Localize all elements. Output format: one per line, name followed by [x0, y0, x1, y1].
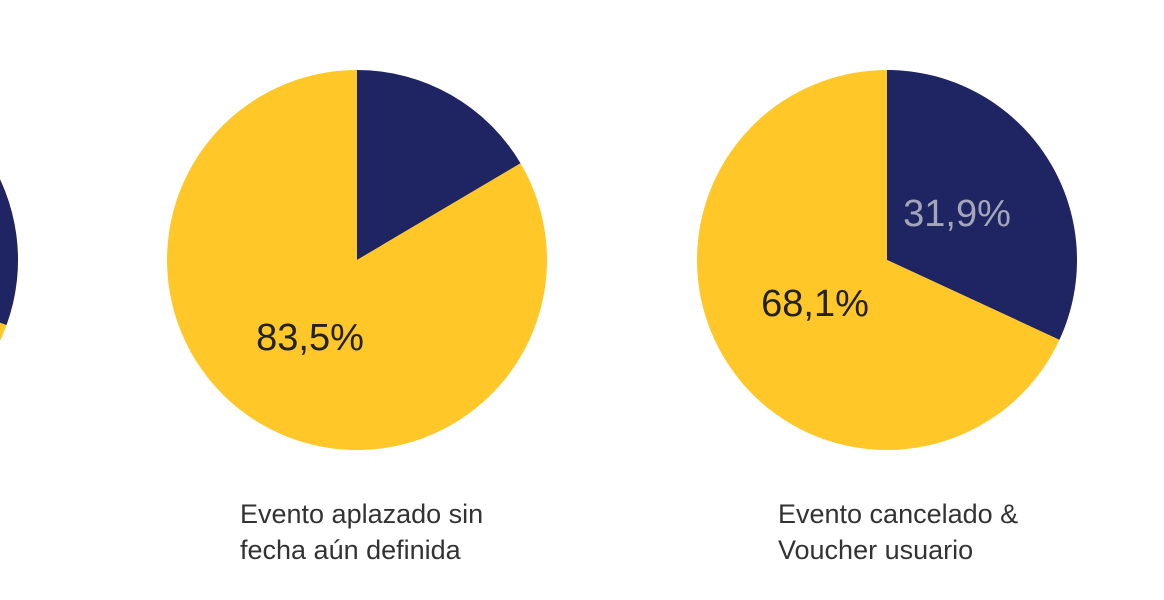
pie-1: 83,5%: [167, 70, 548, 450]
pie-1-caption: Evento aplazado sin fecha aún definida: [240, 496, 483, 568]
pie-2-slice-2-label: 68,1%: [761, 283, 869, 325]
pie-2-slice-1: [887, 70, 1077, 340]
pie-2: 31,9% 68,1%: [696, 70, 1077, 450]
pie-1-caption-line-2: fecha aún definida: [240, 535, 461, 565]
pie-2-slice-1-label: 31,9%: [903, 193, 1011, 235]
pie-2-caption-line-2: Voucher usuario: [778, 535, 974, 565]
pie-2-caption: Evento cancelado & Voucher usuario: [778, 496, 1018, 568]
pie-2-slice-2: [696, 70, 1060, 450]
pie-1-slice-1: [357, 70, 521, 260]
pie-2-caption-line-1: Evento cancelado &: [778, 499, 1019, 529]
pie-1-slice-2: [167, 70, 548, 450]
pie-1-caption-line-1: Evento aplazado sin: [240, 499, 484, 529]
partial-pie-fragment: [0, 179, 18, 341]
pie-1-slice-2-label: 83,5%: [256, 317, 364, 359]
partial-pie-slice-navy: [0, 179, 18, 325]
